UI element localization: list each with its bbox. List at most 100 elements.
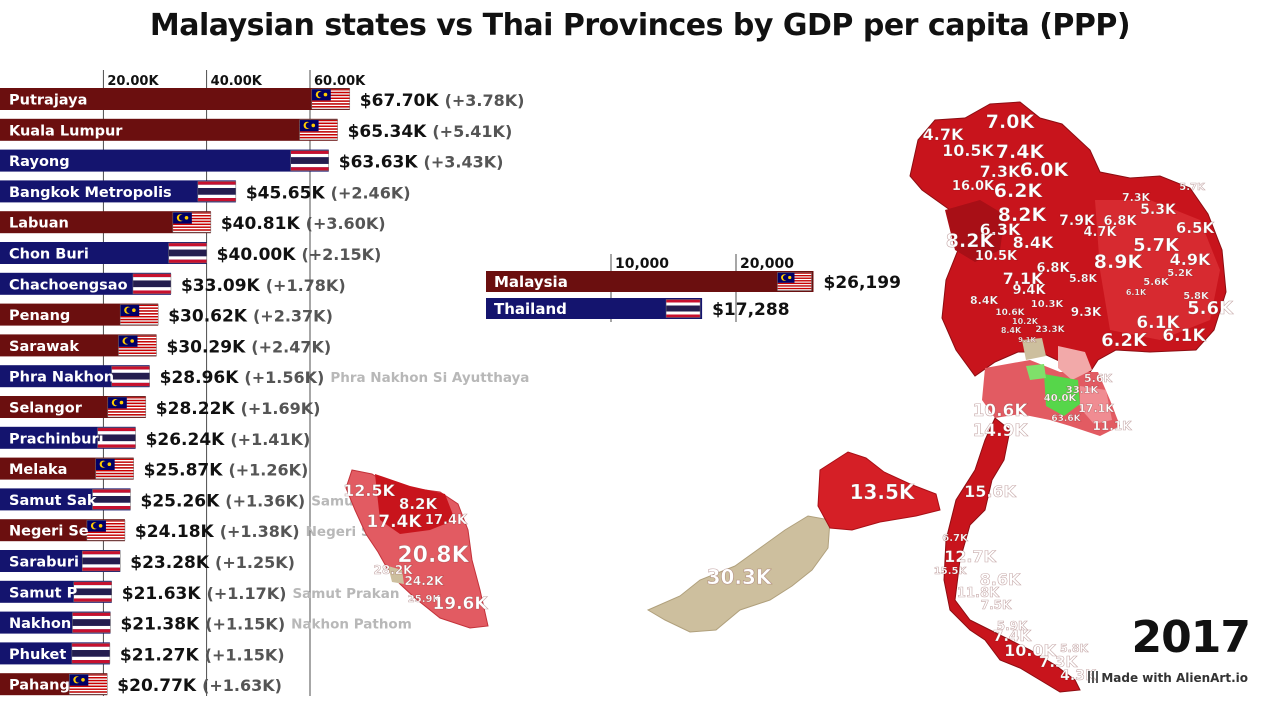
thailand-map-northeast-shape (1095, 200, 1220, 340)
bar-value-label: $17,288 (712, 300, 789, 320)
thailand-flag-icon (290, 150, 330, 171)
bar-value-label: $30.62K (168, 307, 248, 327)
bar-category-label: Chachoengsao (9, 277, 128, 293)
peninsular-malaysia-north-shape (375, 474, 455, 534)
thailand-map (909, 101, 1227, 693)
thailand-map-value-label: 5.2K (1167, 268, 1194, 279)
thailand-map-value-label: 6.3K (980, 220, 1021, 239)
thailand-map-value-label: 8.2K (946, 230, 996, 252)
thailand-map-value-label: 5.8K (1183, 291, 1210, 302)
peninsular-malaysia-map-value-label: 20.8K (397, 543, 469, 568)
thailand-map-value-label: 5.9K (997, 619, 1028, 633)
malaysia-flag-icon (95, 458, 134, 479)
thailand-map-peninsula-shape (943, 417, 1081, 693)
bar (0, 88, 350, 110)
bar-value-label: $23.28K (130, 553, 210, 573)
thailand-map-value-label: 5.8K (1069, 272, 1097, 285)
thailand-map-value-label: 6.1K (1126, 288, 1147, 297)
bar-category-label: Pahang (9, 678, 70, 694)
bar-change-label: (+1.26K) (228, 461, 308, 480)
bar-category-label: Penang (9, 308, 70, 324)
bar (486, 271, 814, 292)
thailand-map-value-label: 10.2K (1012, 317, 1039, 326)
credit-text: Made with AlienArt.io (1101, 671, 1248, 685)
bar-full-name-label: Phra Nakhon Si Ayutthaya (330, 370, 529, 386)
malaysia-flag-icon (69, 673, 108, 695)
bar-category-label: Saraburi (9, 555, 79, 571)
bar (0, 180, 236, 203)
bar-change-label: (+1.15K) (205, 615, 285, 634)
thailand-map-value-label: 11.1K (1093, 419, 1133, 433)
thailand-flag-icon (111, 365, 150, 387)
thailand-flag-icon (168, 242, 207, 264)
credit-label: Made with AlienArt.io (1088, 671, 1248, 685)
bar-value-label: $40.81K (221, 214, 301, 234)
bar-change-label: (+1.63K) (202, 676, 282, 695)
thailand-map-value-label: 8.4K (1001, 326, 1022, 335)
bar-value-label: $21.27K (120, 645, 200, 665)
thailand-map-value-label: 17.1K (1078, 402, 1114, 415)
thailand-map-value-label: 9.1K (1018, 336, 1036, 344)
thailand-map-value-label: 63.6K (1051, 414, 1081, 424)
country-bar-chart: 10,000 20,000 Malaysia $26,199 Thailand $17,2… (486, 254, 901, 322)
thailand-map-value-label: 7.3K (1122, 191, 1150, 204)
thailand-flag-icon (132, 273, 172, 295)
tick-label: 20.00K (107, 74, 159, 89)
thailand-map-value-label: 5.3K (1140, 202, 1177, 218)
peninsular-malaysia-map-value-label: 17.4K (366, 512, 422, 532)
bar-change-label: (+3.43K) (424, 153, 504, 172)
bar-value-label: $26,199 (823, 273, 900, 293)
bar-value-label: $67.70K (360, 91, 440, 111)
peninsular-malaysia-map-value-label: 8.2K (399, 495, 439, 513)
thailand-map-pink-region (1080, 386, 1112, 424)
thailand-map-value-label: 6.5K (1176, 219, 1216, 237)
bar-category-label: Sarawak (9, 339, 79, 355)
thailand-map-value-label: 6.1K (1162, 326, 1206, 346)
thailand-map-value-label: 40.0K (1044, 393, 1078, 404)
thailand-map-northwest-shape (945, 200, 1005, 262)
peninsular-malaysia-map-value-label: 24.2K (405, 574, 445, 588)
bar-change-label: (+1.15K) (205, 645, 285, 664)
malaysia-flag-icon (86, 519, 126, 541)
thailand-map-value-label: 8.6K (980, 570, 1021, 589)
thailand-flag-icon (71, 643, 111, 664)
peninsular-malaysia-map-value-label: 19.6K (432, 594, 488, 614)
thailand-map-value-label: 6.2K (1101, 330, 1148, 351)
bar-change-label: (+1.56K) (244, 368, 324, 387)
bar-value-label: $21.63K (122, 584, 202, 604)
thailand-map-value-label: 9.4K (1012, 283, 1046, 298)
thailand-map-value-label: 7.3K (980, 162, 1021, 181)
thailand-map-light-region (1058, 346, 1092, 380)
bar-category-label: Thailand (494, 300, 567, 318)
bar-category-label: Prachinburi (9, 431, 104, 447)
thailand-map-value-label: 6.7K (942, 533, 969, 544)
bar-category-label: Phuket (9, 647, 66, 663)
bar-full-name-label: Samut Prakan (292, 586, 399, 602)
bars-icon (1088, 671, 1099, 683)
thailand-map-value-label: 5.6K (1187, 298, 1234, 319)
malaysia-flag-icon (299, 119, 338, 141)
malaysia-flag-icon (172, 211, 212, 233)
bar-change-label: (+1.78K) (266, 276, 346, 295)
chart-title: Malaysian states vs Thai Provinces by GD… (149, 8, 1131, 43)
thailand-flag-icon (97, 427, 136, 449)
thailand-map-value-label: 7.4K (996, 141, 1046, 163)
thailand-map-value-label: 6.8K (1036, 261, 1070, 276)
bar (0, 242, 207, 264)
bar-change-label: (+2.37K) (253, 307, 333, 326)
thailand-map-value-label: 10.0K (1004, 641, 1056, 660)
bar-category-label: Bangkok Metropolis (9, 185, 172, 201)
thailand-map-value-label: 8.9K (1094, 251, 1144, 273)
bar-value-label: $45.65K (246, 183, 326, 203)
bar-value-label: $21.38K (120, 615, 200, 635)
peninsular-malaysia-map-value-label: 25.9K (408, 594, 442, 605)
thailand-map-value-label: 10.6K (995, 308, 1025, 318)
bar-category-label: Putrajaya (9, 93, 87, 109)
bar-value-label: $28.96K (160, 368, 240, 388)
bar-category-label: Kuala Lumpur (9, 123, 123, 139)
thailand-map-green-region (1044, 374, 1080, 416)
tick-label: 20,000 (740, 256, 794, 272)
bar (0, 118, 338, 141)
bar-value-label: $40.00K (217, 245, 297, 265)
thailand-map-value-label: 4.7K (1083, 225, 1117, 240)
